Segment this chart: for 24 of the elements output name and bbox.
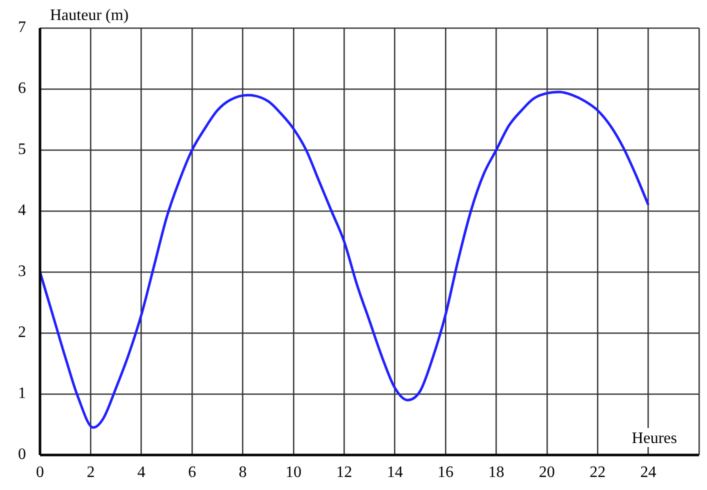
x-tick-label: 2 [86,464,95,481]
x-axis-title: Heures [632,430,677,447]
x-tick-label: 4 [137,464,146,481]
y-tick-label: 6 [18,80,26,98]
x-tick-label: 14 [386,464,403,481]
x-tick-label: 10 [285,464,302,481]
x-tick-label: 6 [188,464,196,481]
y-tick-label: 2 [18,324,26,342]
line-series [40,90,650,429]
y-tick-label: 7 [18,19,26,36]
x-tick-label: 22 [590,464,606,481]
x-tick-label: 12 [336,464,352,481]
x-tick-label: 8 [238,464,247,481]
y-tick-label: 5 [18,141,26,158]
x-tick-label: 16 [438,464,454,481]
y-tick-label: 4 [18,202,26,220]
y-tick-label: 0 [18,446,26,464]
y-tick-label: 1 [18,385,26,402]
x-tick-label: 20 [538,464,555,481]
x-tick-label: 24 [640,464,656,481]
y-axis-title: Hauteur (m) [50,7,129,24]
x-tick-label: 18 [488,464,504,481]
y-tick-label: 3 [18,263,26,280]
x-tick-label: 0 [36,464,44,481]
